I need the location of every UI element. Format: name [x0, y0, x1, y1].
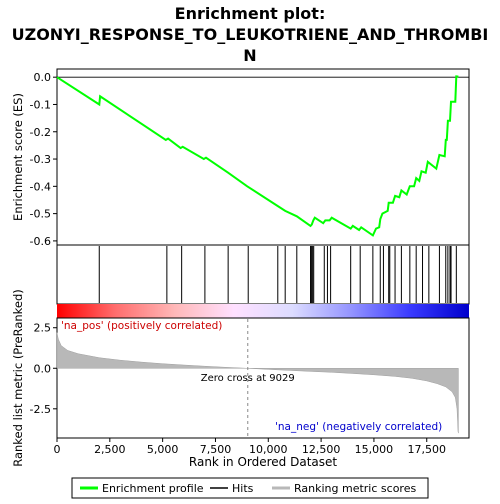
metric-y-tick-label: -2.5 — [30, 403, 51, 416]
metric-y-axis: 2.5 0.0 -2.5 — [30, 322, 57, 416]
zero-cross-label: Zero cross at 9029 — [201, 373, 295, 384]
metric-y-axis-label: Ranked list metric (PreRanked) — [11, 289, 25, 467]
hits-panel-frame — [56, 244, 470, 305]
x-tick-label: 5,000 — [147, 443, 179, 456]
es-y-tick-label: -0.1 — [30, 98, 51, 111]
x-tick-label: 7,500 — [200, 443, 232, 456]
es-y-axis-label: Enrichment score (ES) — [11, 93, 25, 221]
metric-area — [56, 332, 459, 434]
pos-correlated-label: 'na_pos' (positively correlated) — [61, 320, 222, 332]
rank-color-bar — [57, 304, 469, 318]
metric-y-tick-label: 0.0 — [34, 362, 52, 375]
es-y-tick-label: -0.6 — [30, 235, 51, 248]
es-line — [56, 75, 459, 237]
chart-title-line-2: UZONYI_RESPONSE_TO_LEUKOTRIENE_AND_THROM… — [12, 25, 489, 44]
es-panel-frame — [56, 68, 470, 246]
es-y-tick-label: -0.2 — [30, 126, 51, 139]
x-tick-label: 10,000 — [249, 443, 288, 456]
legend-label-hits: Hits — [232, 482, 254, 495]
metric-panel-frame — [56, 317, 470, 439]
chart-title-line-1: Enrichment plot: — [175, 4, 326, 23]
es-y-tick-label: -0.4 — [30, 180, 51, 193]
hits-group — [98, 246, 457, 303]
x-tick-label: 2,500 — [94, 443, 126, 456]
x-tick-label: 17,500 — [407, 443, 446, 456]
x-tick-label: 15,000 — [355, 443, 394, 456]
x-axis-label: Rank in Ordered Dataset — [189, 455, 337, 469]
chart-title-line-3: N — [243, 46, 256, 65]
x-axis: 0 2,500 5,000 7,500 10,000 12,500 15,000 17,500 — [54, 438, 446, 456]
legend-box — [71, 477, 429, 499]
metric-y-tick-label: 2.5 — [34, 322, 52, 335]
legend-label-ranking: Ranking metric scores — [294, 482, 416, 495]
es-y-tick-label: -0.3 — [30, 153, 51, 166]
x-tick-label: 12,500 — [302, 443, 341, 456]
x-tick-label: 0 — [54, 443, 61, 456]
neg-correlated-label: 'na_neg' (negatively correlated) — [275, 421, 442, 433]
legend-label-enrichment: Enrichment profile — [102, 482, 204, 495]
es-y-axis: 0.0 -0.1 -0.2 -0.3 -0.4 -0.5 -0.6 — [30, 71, 57, 248]
es-y-tick-label: 0.0 — [34, 71, 52, 84]
es-y-tick-label: -0.5 — [30, 208, 51, 221]
